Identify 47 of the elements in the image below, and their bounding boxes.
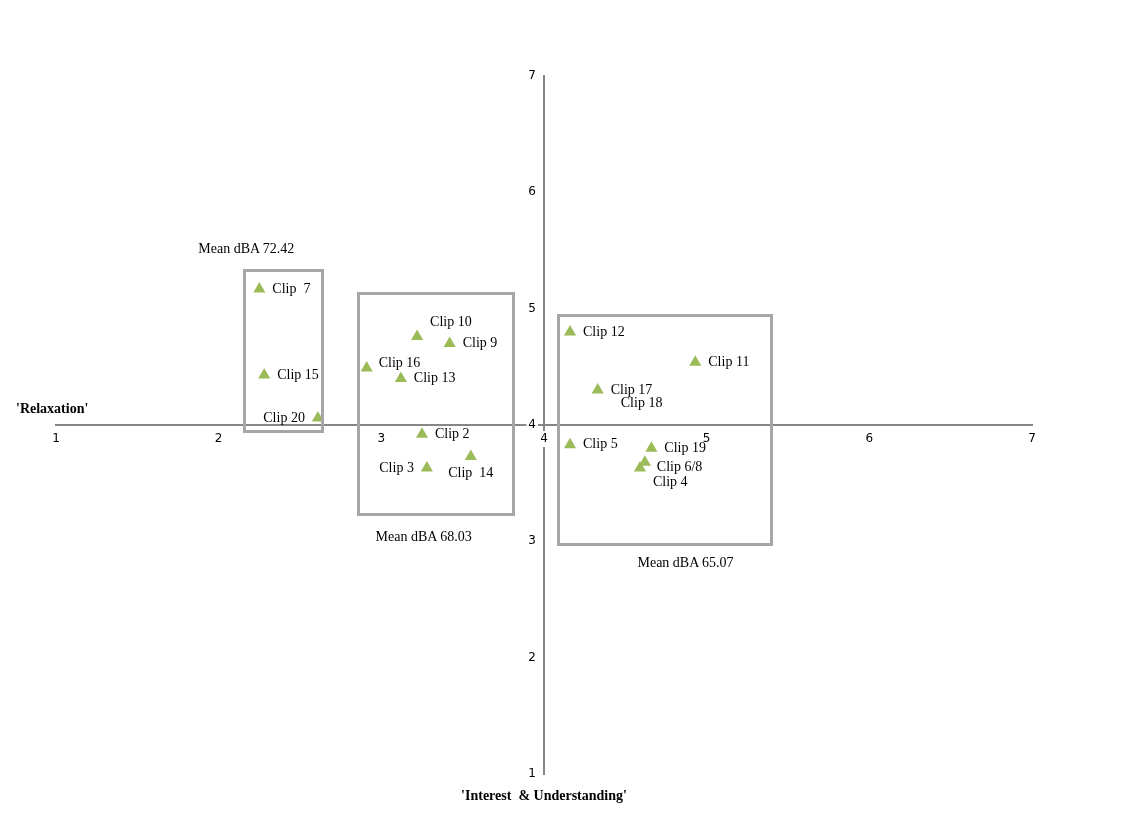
series-label: Clip 16 (378, 354, 421, 370)
point (645, 441, 658, 452)
series-label: Clip 10 (430, 314, 472, 330)
series-label: Clip 5 (583, 436, 618, 452)
series-label: Clip 12 (583, 323, 625, 339)
x-tick-label: 7 (1028, 431, 1036, 446)
y-tick-label: 4 (528, 417, 536, 432)
point (258, 367, 271, 379)
x-axis-title: 'Interest & Understanding' (461, 787, 627, 803)
point (563, 324, 577, 336)
point (420, 461, 433, 472)
y-tick-label: 2 (528, 649, 536, 664)
y-tick-label: 1 (528, 766, 536, 781)
point (415, 427, 429, 438)
series-label: Clip 7 (272, 280, 311, 296)
point (591, 383, 604, 394)
series-label: Clip 9 (462, 335, 498, 351)
series-label: Clip 3 (379, 459, 414, 475)
point (689, 355, 702, 366)
x-tick-label: 4 (540, 431, 548, 446)
y-tick-label: 3 (528, 533, 536, 548)
series-label: Clip 6/8 (656, 458, 703, 474)
x-tick-label: 6 (865, 431, 874, 446)
point (563, 437, 577, 449)
y-tick-label: 6 (528, 184, 536, 199)
series-label: Clip 20 (263, 409, 305, 425)
annotation: Mean dBA 72.42 (198, 241, 295, 258)
annotation: Mean dBA 65.07 (637, 555, 734, 572)
annotation: Mean dBA 68.03 (375, 528, 472, 545)
point (443, 336, 456, 348)
y-tick-label: 5 (528, 300, 536, 315)
y-axis-title: 'Relaxation' (16, 400, 89, 416)
series-label: Clip 14 (448, 465, 494, 481)
point (360, 361, 373, 372)
x-tick-label: 2 (214, 431, 223, 446)
series-label: Clip 4 (652, 473, 688, 489)
point (464, 449, 477, 460)
point (394, 371, 407, 382)
series-label: Clip 11 (708, 353, 750, 369)
x-tick-label: 1 (52, 431, 60, 446)
series-label: Clip 2 (435, 425, 470, 441)
series-label: Clip 15 (277, 366, 319, 382)
point (253, 281, 266, 293)
point (411, 329, 424, 341)
y-tick-label: 7 (528, 68, 536, 83)
series-label: Clip 13 (413, 370, 456, 386)
x-tick-label: 3 (377, 431, 386, 446)
